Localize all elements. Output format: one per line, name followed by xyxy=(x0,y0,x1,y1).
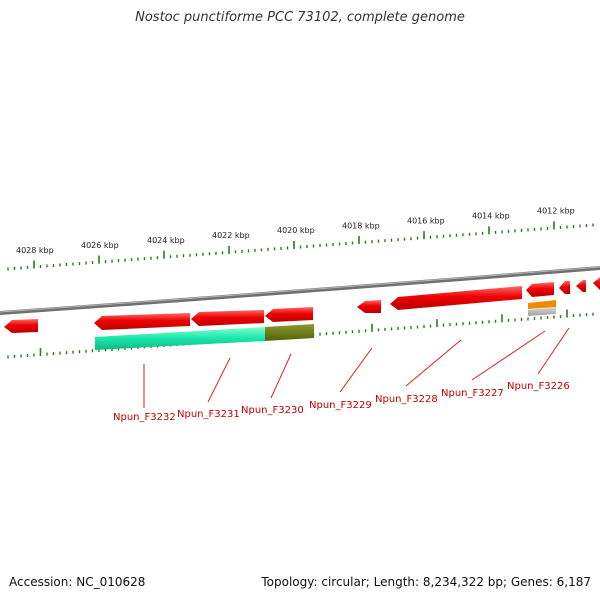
gene-arrow[interactable] xyxy=(94,313,190,330)
scale-label: 4026 kbp xyxy=(81,241,119,250)
feature-olive[interactable] xyxy=(265,324,314,341)
gene-arrow[interactable] xyxy=(576,280,586,292)
gene-arrow[interactable] xyxy=(265,307,313,322)
upper-scale: 4028 kbp 4026 kbp 4024 kbp 4022 kbp 4020 kbp… xyxy=(7,207,594,271)
gene-label-npun-f3231[interactable]: Npun_F3231 xyxy=(177,409,240,420)
gene-track xyxy=(4,277,600,333)
feature-orange[interactable] xyxy=(528,300,556,309)
gene-arrow[interactable] xyxy=(559,281,570,294)
scale-label: 4012 kbp xyxy=(537,207,575,216)
gene-label-npun-f3229[interactable]: Npun_F3229 xyxy=(309,400,372,411)
gene-arrow[interactable] xyxy=(390,286,522,310)
gene-arrow[interactable] xyxy=(526,282,554,297)
feature-teal[interactable] xyxy=(95,327,265,350)
scale-label: 4020 kbp xyxy=(277,226,315,235)
callout-line xyxy=(537,327,570,375)
scale-label: 4014 kbp xyxy=(472,212,510,221)
map-title: Nostoc punctiforme PCC 73102, complete g… xyxy=(135,10,465,25)
callout-line xyxy=(405,339,462,387)
gene-label-npun-f3230[interactable]: Npun_F3230 xyxy=(241,405,304,416)
callout-line xyxy=(270,353,292,399)
callout-line xyxy=(207,357,231,403)
scale-label: 4018 kbp xyxy=(342,221,380,230)
scale-label: 4016 kbp xyxy=(407,216,445,225)
gene-label-npun-f3232[interactable]: Npun_F3232 xyxy=(113,412,176,423)
gene-callouts xyxy=(143,327,570,408)
gene-labels: Npun_F3232 Npun_F3231 Npun_F3230 Npun_F3… xyxy=(113,381,570,423)
gene-arrow[interactable] xyxy=(593,277,600,290)
feature-track xyxy=(95,300,556,350)
gene-arrow[interactable] xyxy=(357,300,381,313)
gene-arrow[interactable] xyxy=(191,310,264,326)
gene-label-npun-f3226[interactable]: Npun_F3226 xyxy=(507,381,570,392)
scale-label: 4024 kbp xyxy=(147,236,185,245)
feature-gray[interactable] xyxy=(528,307,556,316)
genome-backbone xyxy=(0,266,600,315)
scale-label: 4028 kbp xyxy=(16,246,54,255)
accession-text: Accession: NC_010628 xyxy=(9,575,146,589)
gene-arrow[interactable] xyxy=(4,319,38,333)
gene-label-npun-f3228[interactable]: Npun_F3228 xyxy=(375,394,438,405)
callout-line xyxy=(471,330,546,381)
scale-label: 4022 kbp xyxy=(212,231,250,240)
callout-line xyxy=(339,347,373,393)
gene-label-npun-f3227[interactable]: Npun_F3227 xyxy=(441,388,504,399)
genome-summary-text: Topology: circular; Length: 8,234,322 bp… xyxy=(261,575,591,589)
